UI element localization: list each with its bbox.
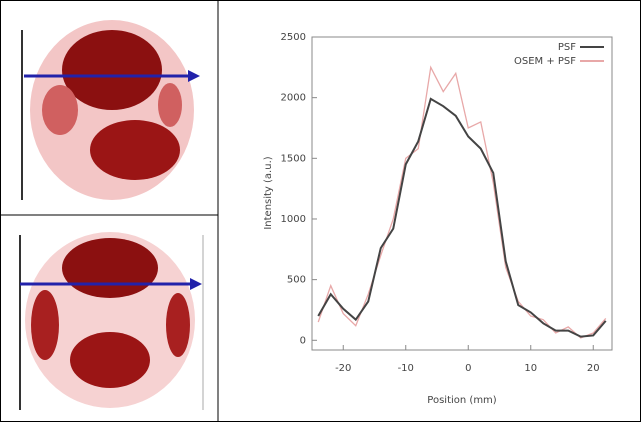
- image-top: [21, 20, 200, 200]
- image-bottom: [19, 232, 204, 410]
- y-tick-label: 500: [287, 275, 306, 286]
- x-tick-label: -20: [335, 363, 351, 374]
- x-tick-label: -10: [398, 363, 414, 374]
- y-axis-label: Intensity (a.u.): [263, 156, 274, 229]
- y-tick-label: 2500: [281, 32, 306, 43]
- y-tick-label: 2000: [281, 93, 306, 104]
- y-tick-label: 1500: [281, 153, 306, 164]
- x-tick-label: 0: [465, 363, 471, 374]
- plot-frame: [311, 36, 613, 351]
- x-tick-label: 10: [524, 363, 537, 374]
- x-tick-label: 20: [587, 363, 600, 374]
- legend-label: PSF: [558, 42, 576, 53]
- series-line: [317, 65, 607, 339]
- y-tick-label: 1000: [281, 214, 306, 225]
- series-line: [317, 97, 607, 338]
- x-axis-label: Position (mm): [427, 395, 496, 406]
- y-tick-label: 0: [300, 335, 306, 346]
- legend-label: OSEM + PSF: [514, 56, 576, 67]
